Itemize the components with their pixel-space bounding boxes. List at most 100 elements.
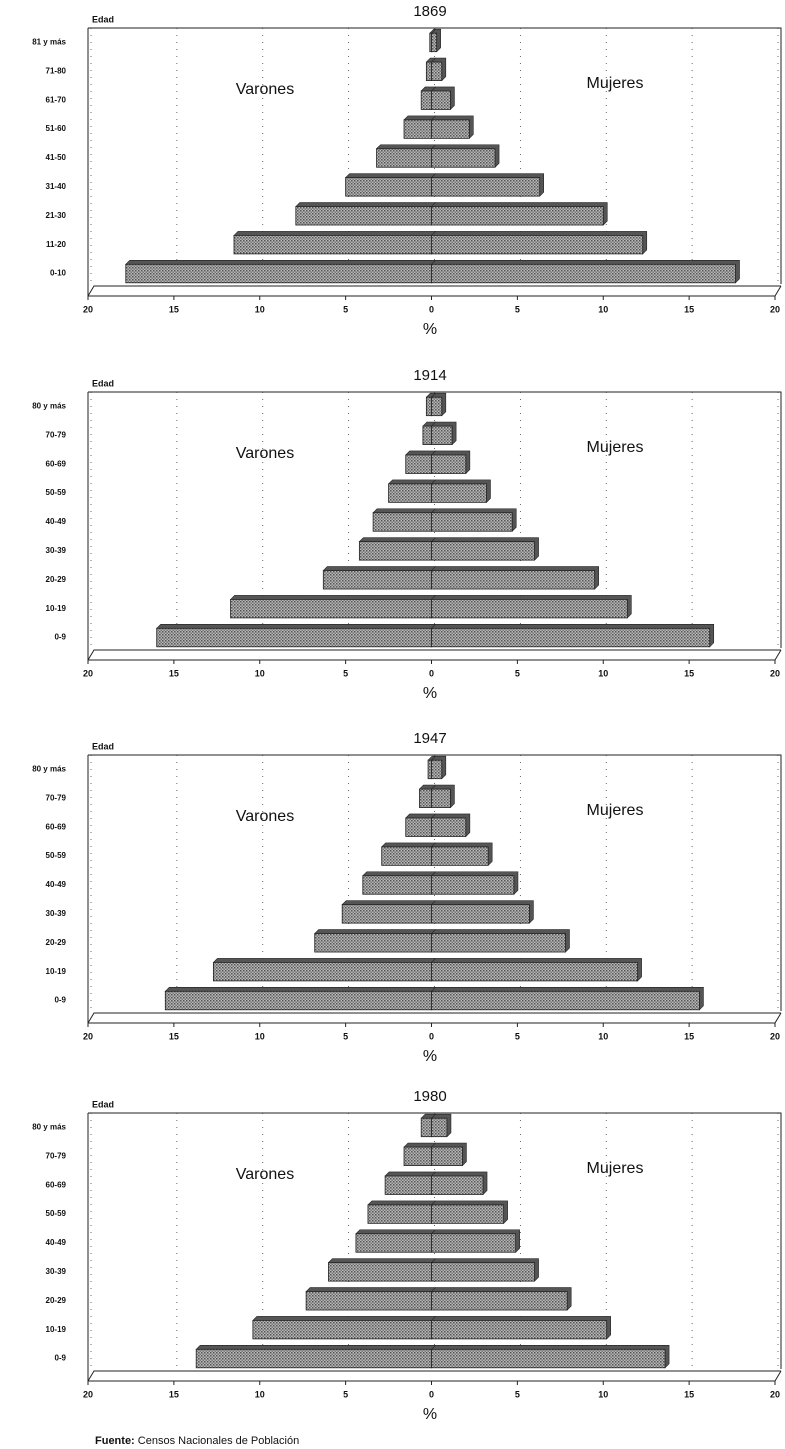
series-label: Varones <box>236 81 294 98</box>
bar <box>431 627 711 648</box>
x-tick-label: 5 <box>515 668 520 678</box>
category-label: 70-79 <box>46 1151 67 1160</box>
bar <box>322 570 432 590</box>
bar <box>372 512 432 532</box>
bar <box>431 454 467 474</box>
floor <box>87 285 782 297</box>
category-label: 70-79 <box>46 793 67 802</box>
bar <box>431 206 604 226</box>
bar <box>431 1320 608 1340</box>
category-label: 40-49 <box>46 517 67 526</box>
category-label: 30-39 <box>46 909 67 918</box>
x-axis-label: % <box>423 321 437 338</box>
category-label: 20-29 <box>46 1296 67 1305</box>
category-label: 30-39 <box>46 546 67 555</box>
chart-title: 1980 <box>413 1088 446 1105</box>
bar <box>381 846 432 866</box>
bar <box>355 1233 432 1253</box>
bar <box>431 1291 568 1311</box>
bar <box>431 962 639 982</box>
floor <box>87 649 782 661</box>
floor <box>87 1370 782 1382</box>
pyramid-chart: 1980 Edad 20 15 10 5 0 5 10 15 20% 0-9 10-19 20-29 30-… <box>32 1088 782 1423</box>
bar <box>431 425 453 445</box>
bar <box>233 235 432 255</box>
bar <box>431 1348 666 1369</box>
x-tick-label: 10 <box>598 668 608 678</box>
category-label: 80 y más <box>32 1123 66 1132</box>
y-axis-label: Edad <box>92 14 114 24</box>
series-label: Varones <box>236 445 294 462</box>
bar <box>345 177 432 197</box>
bar <box>420 1117 432 1138</box>
series-label: Varones <box>236 1166 294 1183</box>
x-tick-label: 15 <box>169 304 179 314</box>
x-tick-label: 0 <box>429 1031 434 1041</box>
y-axis-label: Edad <box>92 378 114 388</box>
category-label: 80 y más <box>32 765 66 774</box>
category-label: 21-30 <box>46 211 67 220</box>
category-label: 10-19 <box>46 604 67 613</box>
bar <box>431 904 530 924</box>
category-label: 70-79 <box>46 430 67 439</box>
y-axis-label: Edad <box>92 741 114 751</box>
x-tick-label: 10 <box>598 304 608 314</box>
bar <box>431 396 443 417</box>
plot-frame <box>87 391 782 660</box>
x-axis-label: % <box>423 1406 437 1423</box>
bar <box>431 570 596 590</box>
bar <box>431 90 451 110</box>
bar <box>358 541 432 561</box>
bar <box>431 541 535 561</box>
bar <box>384 1175 432 1195</box>
category-label: 50-59 <box>46 488 67 497</box>
bar <box>362 875 432 895</box>
x-tick-label: 15 <box>684 1389 694 1399</box>
source-text: Censos Nacionales de Población <box>138 1435 299 1447</box>
x-tick-label: 20 <box>770 668 780 678</box>
bar <box>252 1320 432 1340</box>
bar <box>420 90 432 110</box>
category-label: 20-29 <box>46 938 67 947</box>
bar <box>305 1291 432 1311</box>
bar <box>164 990 432 1011</box>
floor <box>87 1012 782 1024</box>
category-label: 71-80 <box>46 66 67 75</box>
bar <box>431 1117 448 1138</box>
category-label: 30-39 <box>46 1267 67 1276</box>
series-label: Mujeres <box>587 439 644 456</box>
bar <box>431 32 438 53</box>
x-tick-label: 5 <box>343 1031 348 1041</box>
pyramid-chart: 1914 Edad 20 15 10 5 0 5 10 15 20% 0-9 10-19 20-29 30-… <box>32 367 782 702</box>
bar <box>431 177 541 197</box>
bar <box>431 119 470 139</box>
x-tick-label: 20 <box>770 304 780 314</box>
bar <box>419 788 432 808</box>
x-axis-label: % <box>423 685 437 702</box>
category-label: 31-40 <box>46 182 67 191</box>
bar <box>431 875 515 895</box>
bar <box>431 1146 463 1166</box>
source-label: Fuente: <box>95 1435 135 1447</box>
bar <box>431 263 736 284</box>
x-tick-label: 5 <box>515 304 520 314</box>
category-label: 60-69 <box>46 459 67 468</box>
plot-frame <box>87 1112 782 1381</box>
x-tick-label: 0 <box>429 304 434 314</box>
bar <box>125 263 432 284</box>
bar <box>195 1348 432 1369</box>
x-tick-label: 10 <box>598 1031 608 1041</box>
plot-frame <box>87 754 782 1023</box>
y-axis-label: Edad <box>92 1099 114 1109</box>
category-label: 0-9 <box>54 996 66 1005</box>
x-tick-label: 5 <box>343 668 348 678</box>
bar <box>403 119 432 139</box>
x-tick-label: 5 <box>515 1031 520 1041</box>
bar <box>422 425 432 445</box>
bar <box>314 933 432 953</box>
category-label: 60-69 <box>46 1180 67 1189</box>
bar <box>431 512 513 532</box>
x-tick-label: 20 <box>83 304 93 314</box>
bar <box>431 788 451 808</box>
